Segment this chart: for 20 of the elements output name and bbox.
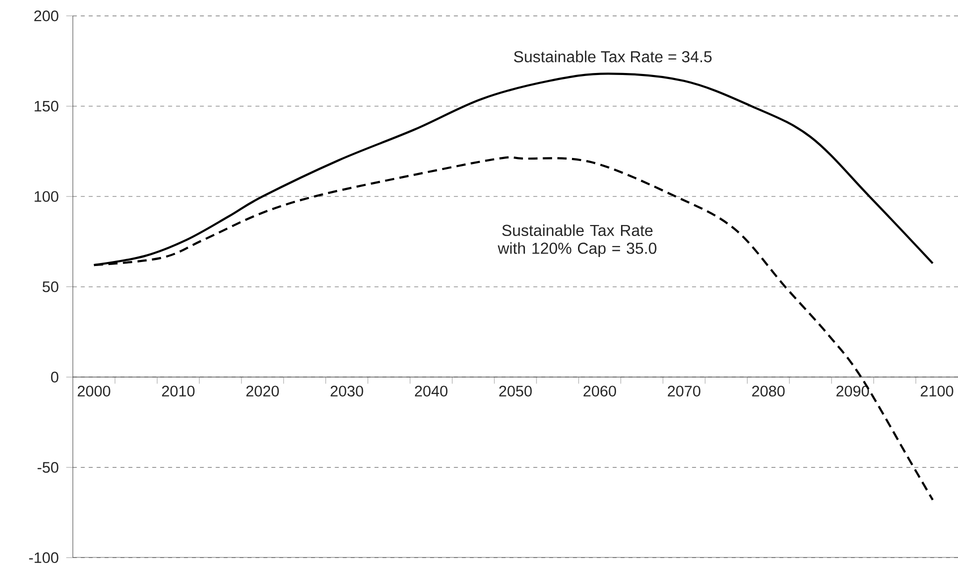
x-tick-label: 2040	[414, 386, 448, 397]
annotation: Sustainable Tax Rate = 34.5	[514, 50, 712, 63]
annotation: Sustainable Tax Rate with 120% Cap = 35.0	[498, 224, 656, 258]
y-tick-label: 50	[42, 282, 58, 292]
x-tick-label: 2030	[330, 386, 364, 397]
y-tick-label: 150	[34, 100, 58, 112]
x-tick-label: 2010	[162, 386, 195, 397]
y-tick-label: -100	[29, 552, 58, 564]
x-tick-label: 2080	[752, 386, 785, 397]
y-tick-label: -50	[38, 462, 58, 473]
y-tick-label: 100	[34, 191, 58, 202]
y-tick-label: 200	[34, 10, 58, 22]
x-tick-label: 2060	[584, 386, 616, 397]
x-tick-label: 2050	[499, 386, 532, 397]
x-tick-label: 2020	[246, 386, 279, 397]
x-tick-label: 2070	[668, 386, 700, 397]
y-tick-label: 0	[51, 372, 58, 383]
x-tick-label: 2100	[920, 386, 954, 397]
x-tick-label: 2090	[836, 386, 869, 397]
x-tick-label: 2000	[78, 386, 110, 397]
